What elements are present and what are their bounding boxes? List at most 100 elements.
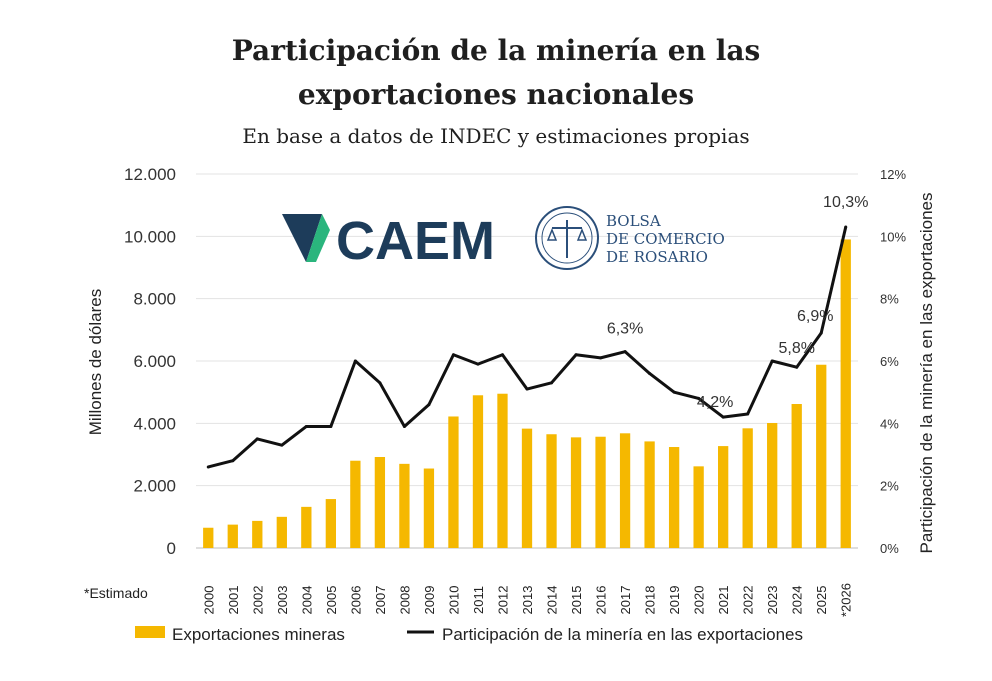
caem-logo-icon-accent	[306, 214, 330, 262]
bar	[350, 460, 361, 548]
y-tick-label: 8.000	[133, 290, 176, 309]
x-tick-label: 2025	[814, 586, 829, 615]
bar	[252, 520, 263, 548]
y-tick-label: 2.000	[133, 477, 176, 496]
x-tick-label: 2010	[446, 586, 461, 615]
x-tick-label: 2006	[348, 586, 363, 615]
legend-line-label: Participación de la minería en las expor…	[442, 625, 803, 644]
bolsa-seal-inner-icon	[541, 212, 593, 264]
x-tick-label: 2000	[201, 586, 216, 615]
caem-logo-icon	[282, 214, 322, 262]
x-tick-label: 2007	[373, 586, 388, 615]
data-label: 5,8%	[778, 340, 814, 357]
x-tick-label: 2013	[520, 586, 535, 615]
x-tick-label: 2008	[397, 586, 412, 615]
bar	[374, 456, 386, 548]
bolsa-logo: BOLSA DE COMERCIO DE ROSARIO	[535, 206, 725, 270]
bar	[399, 463, 410, 548]
bar	[595, 436, 606, 548]
data-labels: 6,3% 4,2% 5,8% 6,9% 10,3%	[607, 194, 869, 411]
x-tick-label: 2004	[299, 586, 314, 615]
x-tick-label: 2022	[741, 586, 756, 615]
line-point	[525, 387, 529, 391]
legend-bar-label: Exportaciones mineras	[172, 625, 345, 644]
x-tick-label: *2026	[839, 583, 854, 617]
bar	[325, 499, 337, 548]
bar	[472, 395, 484, 548]
x-tick-label: 2012	[495, 586, 510, 615]
bolsa-logo-line3: DE ROSARIO	[606, 248, 708, 266]
bar	[791, 404, 802, 548]
line-point	[721, 415, 725, 419]
x-tick-label: 2020	[692, 586, 707, 615]
bolsa-seal-scale-right-icon	[576, 227, 588, 241]
estimate-note: *Estimado	[84, 585, 148, 601]
line-point	[844, 225, 848, 229]
line-series	[206, 225, 848, 469]
bar	[742, 428, 753, 548]
legend-bar-swatch	[135, 626, 165, 638]
bolsa-logo-line2: DE COMERCIO	[606, 230, 725, 248]
line-point	[206, 465, 210, 469]
bar	[816, 364, 827, 548]
legend: Exportaciones mineras Participación de l…	[135, 625, 803, 644]
bar-series	[203, 239, 851, 548]
y2-tick-label: 12%	[880, 167, 906, 182]
chart-subtitle: En base a datos de INDEC y estimaciones …	[242, 124, 750, 148]
line-point	[599, 356, 603, 360]
x-tick-label: 2001	[226, 586, 241, 615]
y2-tick-label: 4%	[880, 416, 899, 431]
y-axis-label: Millones de dólares	[86, 289, 105, 435]
caem-logo-text: CAEM	[336, 211, 495, 271]
data-label: 6,9%	[797, 308, 833, 325]
line-point	[550, 381, 554, 385]
y2-tick-label: 8%	[880, 292, 899, 307]
line-point	[500, 353, 504, 357]
bar	[546, 434, 557, 548]
x-tick-label: 2016	[594, 586, 609, 615]
x-tick-label: 2023	[765, 586, 780, 615]
bolsa-seal-icon	[535, 206, 599, 270]
bar	[227, 524, 238, 548]
y-tick-label: 6.000	[133, 352, 176, 371]
bolsa-logo-line1: BOLSA	[606, 212, 661, 230]
line-point	[648, 371, 652, 375]
line-point	[574, 353, 578, 357]
bar	[619, 433, 631, 548]
y2-tick-label: 10%	[880, 229, 906, 244]
line-point	[795, 365, 799, 369]
line-point	[819, 331, 823, 335]
line-point	[697, 396, 701, 400]
axis-ticks: 0 2.000 4.000 6.000 8.000 10.000 12.000 0% 2% 4% 6…	[124, 165, 906, 617]
x-tick-label: 2018	[643, 586, 658, 615]
y2-tick-label: 0%	[880, 541, 899, 556]
y2-axis-label: Participación de la minería en las expor…	[917, 193, 936, 554]
x-tick-label: 2005	[324, 586, 339, 615]
bar	[301, 506, 312, 548]
chart-title-line1: Participación de la minería en las	[231, 34, 761, 67]
x-tick-label: 2024	[790, 586, 805, 615]
line-point	[476, 362, 480, 366]
y2-tick-label: 2%	[880, 479, 899, 494]
bar	[497, 393, 508, 548]
x-tick-label: 2021	[716, 586, 731, 615]
line-point	[746, 412, 750, 416]
x-tick-label: 2002	[250, 586, 265, 615]
bar	[840, 239, 851, 548]
bar	[693, 466, 704, 548]
caem-logo: CAEM	[282, 211, 495, 271]
line-point	[304, 424, 308, 428]
x-tick-label: 2009	[422, 586, 437, 615]
bar	[423, 468, 435, 548]
bar	[668, 447, 680, 548]
bar	[644, 441, 655, 548]
line-point	[378, 381, 382, 385]
bar	[570, 437, 582, 548]
y-tick-label: 12.000	[124, 165, 176, 184]
x-tick-label: 2015	[569, 586, 584, 615]
bar	[276, 516, 287, 548]
y-tick-label: 0	[167, 539, 176, 558]
bolsa-seal-scale-left-icon	[546, 227, 558, 241]
line-point	[402, 424, 406, 428]
